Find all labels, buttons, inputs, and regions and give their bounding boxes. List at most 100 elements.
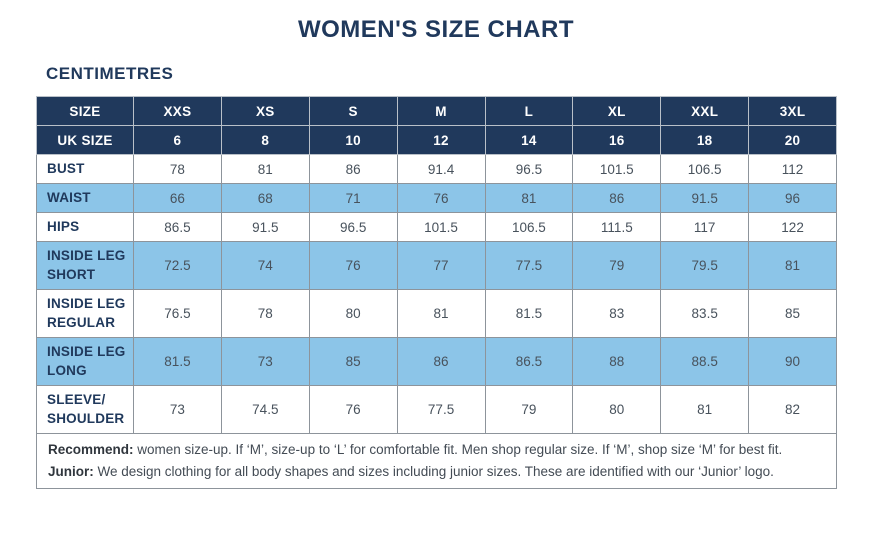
measurement-value-cell: 91.5 xyxy=(660,183,750,213)
measurement-value-cell: 86 xyxy=(572,183,662,213)
measurement-value-cell: 71 xyxy=(308,183,398,213)
size-column-header-cell: 6 xyxy=(133,125,222,155)
measurement-value-cell: 74 xyxy=(220,241,310,290)
size-column-header-cell: 8 xyxy=(220,125,310,155)
measurement-value-cell: 81 xyxy=(396,289,486,338)
measurement-value-cell: 86 xyxy=(396,337,486,386)
measurement-value-cell: 81.5 xyxy=(484,289,574,338)
page-title: WOMEN'S SIZE CHART xyxy=(297,16,575,43)
measurement-value-cell: 79 xyxy=(572,241,662,290)
size-header-row: SIZE XXS XS S M L XL XXL 3XL xyxy=(36,96,837,126)
footnote-recommend: Recommend: women size-up. If ‘M’, size-u… xyxy=(48,439,825,461)
row-label-header-cell: SIZE xyxy=(36,96,134,126)
size-column-header-cell: XL xyxy=(572,96,662,126)
footnote-box: Recommend: women size-up. If ‘M’, size-u… xyxy=(36,433,837,490)
measurement-row: INSIDE LEG REGULAR 76.5 78 80 81 81.5 83 83.5 85 xyxy=(36,289,837,338)
measurement-label-cell: INSIDE LEG SHORT xyxy=(36,241,134,290)
measurement-value-cell: 76 xyxy=(308,241,398,290)
measurement-value-cell: 96.5 xyxy=(484,154,574,184)
row-label-header-cell: UK SIZE xyxy=(36,125,134,155)
measurement-label-cell: SLEEVE/ SHOULDER xyxy=(36,385,134,434)
measurement-value-cell: 96 xyxy=(748,183,837,213)
measurement-value-cell: 90 xyxy=(748,337,837,386)
measurement-value-cell: 101.5 xyxy=(572,154,662,184)
measurement-value-cell: 85 xyxy=(748,289,837,338)
measurement-value-cell: 68 xyxy=(220,183,310,213)
size-column-header-cell: S xyxy=(308,96,398,126)
measurement-value-cell: 83.5 xyxy=(660,289,750,338)
size-column-header-cell: XXL xyxy=(660,96,750,126)
measurement-value-cell: 112 xyxy=(748,154,837,184)
size-column-header-cell: XXS xyxy=(133,96,222,126)
size-column-header-cell: 14 xyxy=(484,125,574,155)
measurement-value-cell: 76.5 xyxy=(133,289,222,338)
measurement-value-cell: 79 xyxy=(484,385,574,434)
footnote-junior: Junior: We design clothing for all body … xyxy=(48,461,825,483)
footnote-recommend-text: women size-up. If ‘M’, size-up to ‘L’ fo… xyxy=(133,442,783,457)
size-column-header-cell: L xyxy=(484,96,574,126)
measurement-row: BUST 78 81 86 91.4 96.5 101.5 106.5 112 xyxy=(36,154,837,184)
size-column-header-cell: 20 xyxy=(748,125,837,155)
measurement-value-cell: 86.5 xyxy=(133,212,222,242)
size-chart-table: SIZE XXS XS S M L XL XXL 3XL UK SIZE 6 8 10 12 14 16 18 2… xyxy=(36,96,837,434)
size-column-header-cell: 16 xyxy=(572,125,662,155)
measurement-value-cell: 79.5 xyxy=(660,241,750,290)
measurement-label-cell: BUST xyxy=(36,154,134,184)
measurement-value-cell: 78 xyxy=(220,289,310,338)
measurement-value-cell: 122 xyxy=(748,212,837,242)
measurement-value-cell: 77 xyxy=(396,241,486,290)
uk-size-header-row: UK SIZE 6 8 10 12 14 16 18 20 xyxy=(36,125,837,155)
measurement-value-cell: 85 xyxy=(308,337,398,386)
measurement-value-cell: 82 xyxy=(748,385,837,434)
measurement-value-cell: 66 xyxy=(133,183,222,213)
measurement-label-cell: INSIDE LEG LONG xyxy=(36,337,134,386)
measurement-value-cell: 81 xyxy=(660,385,750,434)
measurement-value-cell: 81 xyxy=(220,154,310,184)
measurement-value-cell: 88 xyxy=(572,337,662,386)
measurement-value-cell: 86.5 xyxy=(484,337,574,386)
measurement-value-cell: 73 xyxy=(220,337,310,386)
units-subtitle: CENTIMETRES xyxy=(46,64,174,83)
measurement-value-cell: 111.5 xyxy=(572,212,662,242)
measurement-row: INSIDE LEG LONG 81.5 73 85 86 86.5 88 88.5 90 xyxy=(36,337,837,386)
size-column-header-cell: 10 xyxy=(308,125,398,155)
measurement-value-cell: 72.5 xyxy=(133,241,222,290)
measurement-label-cell: HIPS xyxy=(36,212,134,242)
size-column-header-cell: M xyxy=(396,96,486,126)
table-header: SIZE XXS XS S M L XL XXL 3XL UK SIZE 6 8 10 12 14 16 18 2… xyxy=(36,96,837,155)
footnote-junior-text: We design clothing for all body shapes a… xyxy=(93,463,774,479)
measurement-row: SLEEVE/ SHOULDER 73 74.5 76 77.5 79 80 81 82 xyxy=(36,385,837,434)
size-column-header-cell: 3XL xyxy=(748,96,837,126)
measurement-value-cell: 81 xyxy=(484,183,574,213)
measurement-value-cell: 106.5 xyxy=(660,154,750,184)
measurement-label-cell: WAIST xyxy=(36,183,134,213)
measurement-value-cell: 74.5 xyxy=(220,385,310,434)
measurement-value-cell: 83 xyxy=(572,289,662,338)
measurement-value-cell: 78 xyxy=(133,154,222,184)
measurement-value-cell: 73 xyxy=(133,385,222,434)
measurement-value-cell: 77.5 xyxy=(484,241,574,290)
size-column-header-cell: 12 xyxy=(396,125,486,155)
measurement-value-cell: 96.5 xyxy=(308,212,398,242)
measurement-value-cell: 77.5 xyxy=(396,385,486,434)
table-body: BUST 78 81 86 91.4 96.5 101.5 106.5 112 WAIST 66 68… xyxy=(36,154,837,434)
measurement-value-cell: 80 xyxy=(572,385,662,434)
footnote-recommend-label: Recommend: xyxy=(48,442,134,457)
measurement-value-cell: 88.5 xyxy=(660,337,750,386)
measurement-row: WAIST 66 68 71 76 81 86 91.5 96 xyxy=(36,183,837,213)
measurement-value-cell: 76 xyxy=(308,385,398,434)
measurement-value-cell: 91.5 xyxy=(220,212,310,242)
measurement-label-cell: INSIDE LEG REGULAR xyxy=(36,289,134,338)
size-column-header-cell: XS xyxy=(220,96,310,126)
measurement-row: HIPS 86.5 91.5 96.5 101.5 106.5 111.5 117 122 xyxy=(36,212,837,242)
measurement-value-cell: 101.5 xyxy=(396,212,486,242)
measurement-value-cell: 106.5 xyxy=(484,212,574,242)
measurement-value-cell: 117 xyxy=(660,212,750,242)
footnote-junior-label: Junior: xyxy=(48,463,94,479)
measurement-value-cell: 76 xyxy=(396,183,486,213)
measurement-value-cell: 81 xyxy=(748,241,837,290)
measurement-row: INSIDE LEG SHORT 72.5 74 76 77 77.5 79 79.5 81 xyxy=(36,241,837,290)
size-column-header-cell: 18 xyxy=(660,125,750,155)
measurement-value-cell: 86 xyxy=(308,154,398,184)
